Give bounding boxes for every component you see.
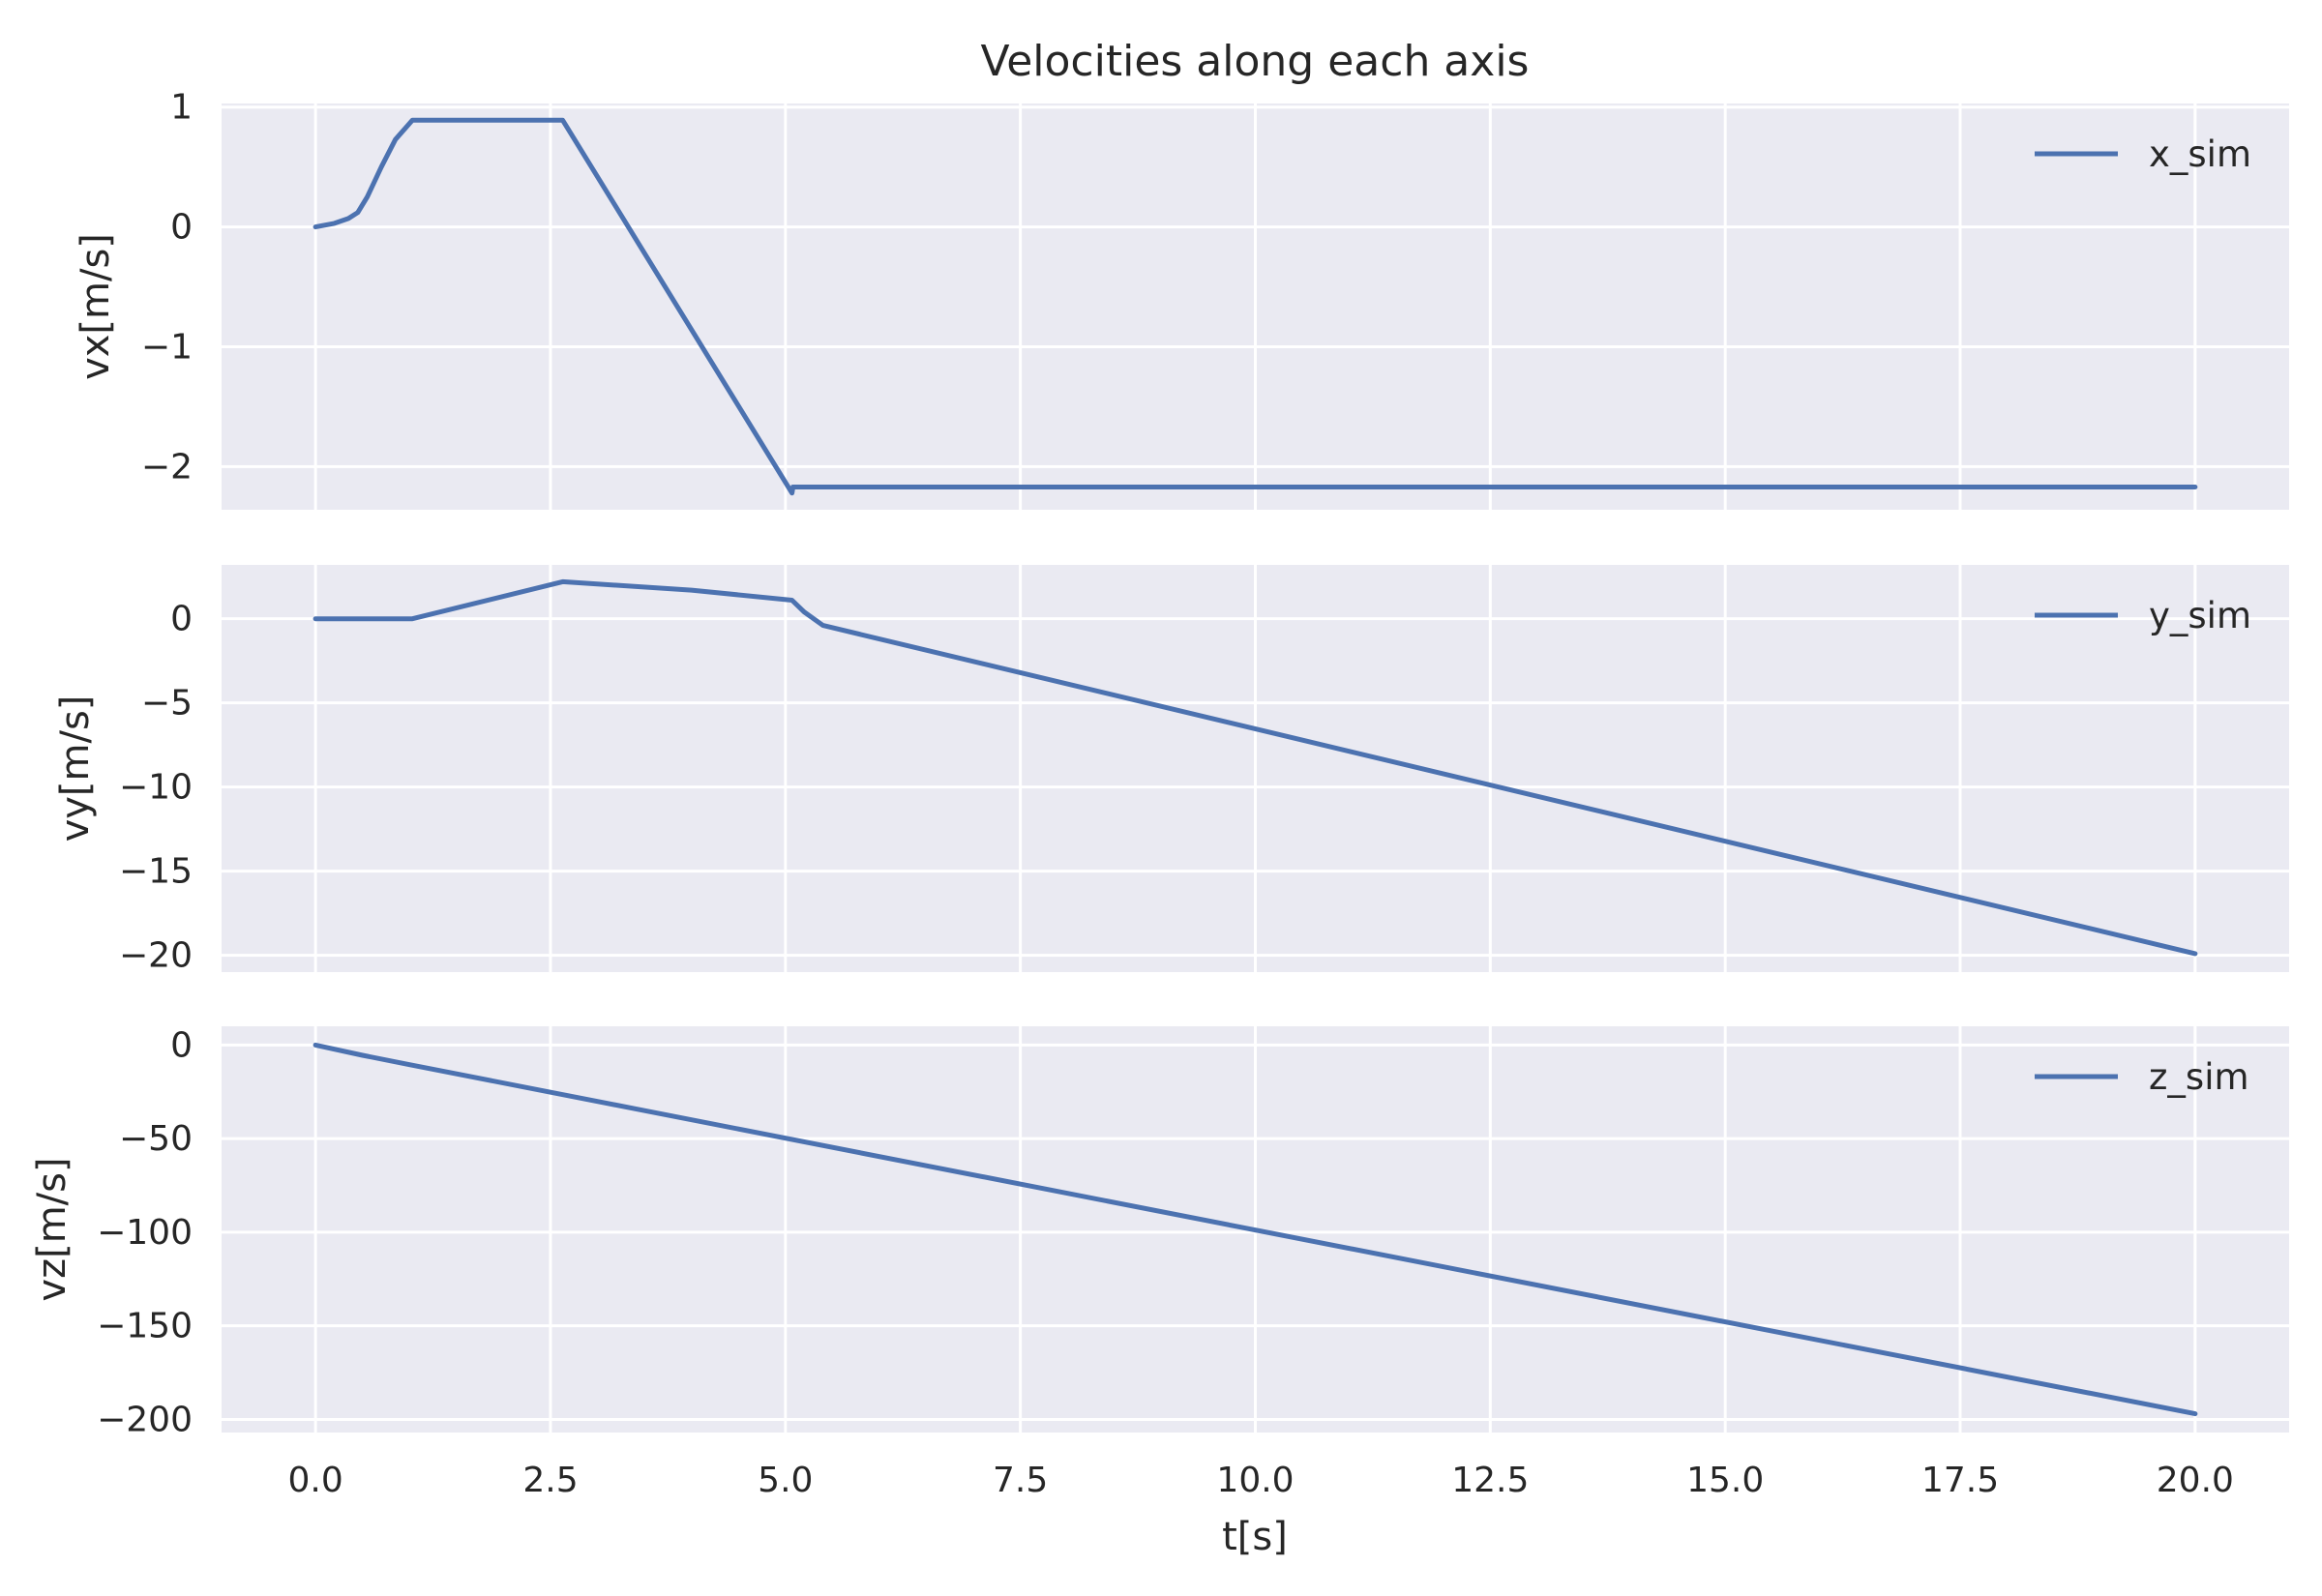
y-axis-label: vz[m/s] [30,1157,74,1301]
x-tick-label: 5.0 [758,1461,813,1500]
subplots: 1 0 −1 −2 vx[m/s] x_sim 0 −5 −10 −15 −20 vy[m/s] y_s… [30,88,2289,1439]
legend: y_sim [2035,595,2251,636]
subplot-1: 1 0 −1 −2 vx[m/s] x_sim [74,88,2289,510]
y-axis-label: vy[m/s] [53,695,98,842]
x-tick-label: 10.0 [1216,1461,1294,1500]
legend-label: x_sim [2149,133,2251,175]
y-tick-label: −200 [97,1400,193,1439]
y-tick-label: −15 [119,852,193,892]
legend: x_sim [2035,133,2251,175]
series-line-y_sim [313,578,2198,957]
x-tick-label: 2.5 [522,1461,578,1500]
y-tick-label: −2 [141,447,193,487]
y-tick-label: −150 [97,1307,193,1346]
legend-label: y_sim [2149,595,2251,636]
x-tick-label: 15.0 [1686,1461,1764,1500]
subplot-3: 0 −50 −100 −150 −200 vz[m/s] z_sim [30,1025,2289,1439]
legend-label: z_sim [2149,1056,2249,1098]
chart-title: Velocities along each axis [981,37,1530,86]
x-tick-label: 7.5 [993,1461,1048,1500]
x-axis: 0.0 2.5 5.0 7.5 10.0 12.5 15.0 17.5 20.0 [288,1461,2234,1500]
y-tick-label: 1 [170,88,193,128]
y-tick-label: −5 [141,684,193,724]
x-tick-label: 0.0 [288,1461,343,1500]
y-tick-label: 0 [170,1025,193,1065]
y-tick-label: −20 [119,936,193,976]
y-tick-label: −1 [141,328,193,368]
y-tick-label: −100 [97,1213,193,1253]
y-tick-label: 0 [170,208,193,248]
y-tick-label: −10 [119,768,193,808]
y-axis-label: vx[m/s] [74,233,118,380]
series-line-x_sim [313,117,2198,496]
y-tick-label: 0 [170,600,193,639]
y-tick-label: −50 [119,1119,193,1159]
x-tick-label: 17.5 [1921,1461,1999,1500]
x-tick-label: 20.0 [2157,1461,2234,1500]
x-tick-label: 12.5 [1451,1461,1529,1500]
legend: z_sim [2035,1056,2249,1098]
series-line-z_sim [313,1042,2198,1417]
x-axis-label: t[s] [1222,1515,1288,1559]
subplot-2: 0 −5 −10 −15 −20 vy[m/s] y_sim [53,565,2289,976]
